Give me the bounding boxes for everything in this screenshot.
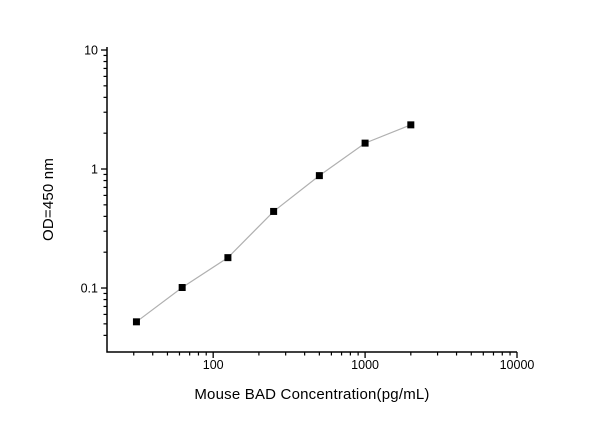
data-point-marker [361,139,369,147]
y-tick-label: 0.1 [81,282,98,296]
series-line [136,124,412,323]
data-point-marker [315,172,323,180]
y-tick-label: 1 [91,163,98,177]
x-tick-label: 1000 [351,358,379,372]
y-axis-title: OD=450 nm [40,158,57,241]
x-axis-title: Mouse BAD Concentration(pg/mL) [194,386,429,403]
data-point-marker [407,121,415,129]
data-point-marker [224,254,232,262]
x-tick-label: 10000 [500,358,535,372]
y-tick-label: 10 [84,44,98,58]
axis-frame [106,47,517,353]
x-tick-label: 100 [203,358,224,372]
chart-plot-area: 100 1000 10000 0.1 1 10 [81,44,535,373]
data-point-marker [132,318,140,326]
data-point-marker [270,207,278,215]
data-point-marker [178,284,186,292]
